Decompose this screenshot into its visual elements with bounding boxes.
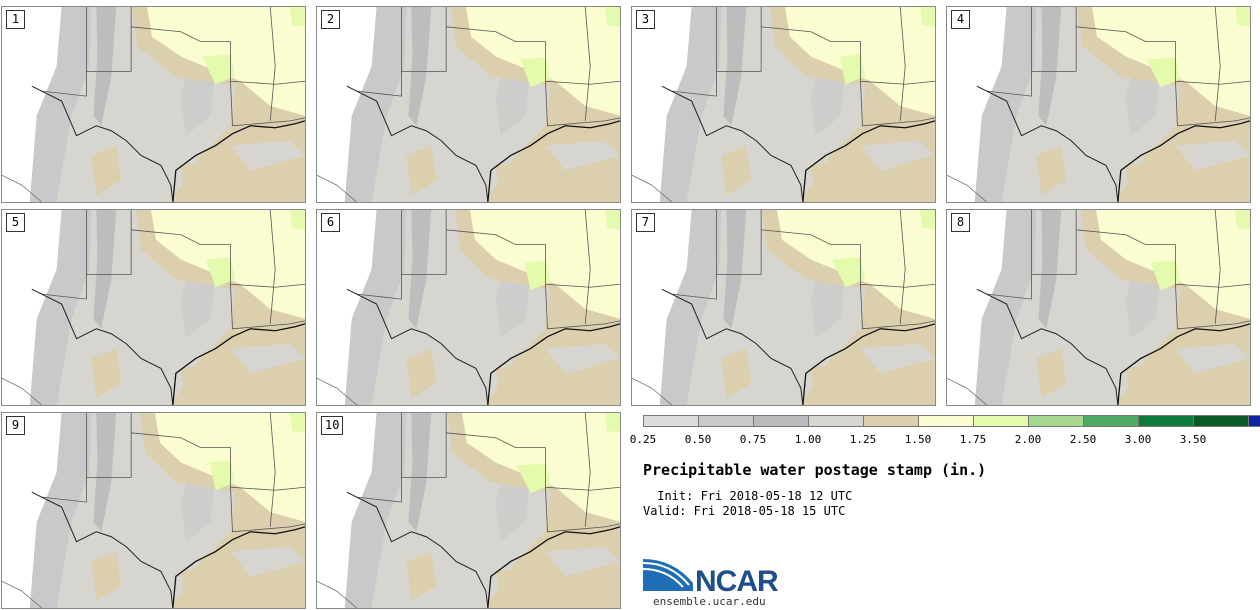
colorbar-bin	[808, 415, 864, 427]
colorbar-bin	[1248, 415, 1260, 427]
colorbar-tick-label: 2.00	[1014, 433, 1042, 446]
ncar-logo-text: NCAR	[695, 565, 779, 598]
colorbar-tick-label: 3.50	[1179, 433, 1207, 446]
postage-stamp-panel: 1	[1, 6, 306, 203]
postage-stamp-panel: 2	[316, 6, 621, 203]
colorbar-tick-label: 1.50	[904, 433, 932, 446]
colorbar-tick-label: 1.25	[849, 433, 877, 446]
member-label: 10	[321, 416, 344, 435]
colorbar-bin	[918, 415, 974, 427]
pw-map-icon	[2, 7, 305, 202]
postage-stamp-panel: 8	[946, 209, 1251, 406]
colorbar-bin	[1083, 415, 1139, 427]
member-label: 6	[321, 213, 340, 232]
member-label: 1	[6, 10, 25, 29]
colorbar-bin	[698, 415, 754, 427]
member-label: 3	[636, 10, 655, 29]
colorbar-bin	[863, 415, 919, 427]
pw-map-icon	[947, 210, 1250, 405]
colorbar-bin	[1138, 415, 1194, 427]
colorbar-bin	[1028, 415, 1084, 427]
postage-stamp-panel: 4	[946, 6, 1251, 203]
postage-stamp-panel: 10	[316, 412, 621, 609]
pw-map-icon	[317, 413, 620, 608]
colorbar-tick-label: 1.75	[959, 433, 987, 446]
valid-time: Valid: Fri 2018-05-18 15 UTC	[643, 504, 846, 518]
website-label: ensemble.ucar.edu	[653, 595, 766, 608]
member-label: 4	[951, 10, 970, 29]
member-label: 9	[6, 416, 25, 435]
pw-map-icon	[947, 7, 1250, 202]
member-label: 2	[321, 10, 340, 29]
pw-map-icon	[2, 210, 305, 405]
colorbar-tick-label: 2.50	[1069, 433, 1097, 446]
member-label: 8	[951, 213, 970, 232]
colorbar-tick-label: 0.50	[684, 433, 712, 446]
colorbar-tick-label: 1.00	[794, 433, 822, 446]
colorbar-bin	[973, 415, 1029, 427]
colorbar-bin	[643, 415, 699, 427]
member-label: 7	[636, 213, 655, 232]
pw-map-icon	[317, 210, 620, 405]
colorbar-tick-label: 3.00	[1124, 433, 1152, 446]
init-time: Init: Fri 2018-05-18 12 UTC	[650, 489, 853, 503]
colorbar-tick-label: 0.75	[739, 433, 767, 446]
postage-stamp-panel: 9	[1, 412, 306, 609]
pw-map-icon	[632, 210, 935, 405]
pw-map-icon	[632, 7, 935, 202]
colorbar-bin	[1193, 415, 1249, 427]
postage-stamp-panel: 6	[316, 209, 621, 406]
ncar-logo-icon	[642, 553, 695, 595]
postage-stamp-panel: 3	[631, 6, 936, 203]
colorbar-bin	[753, 415, 809, 427]
postage-stamp-panel: 7	[631, 209, 936, 406]
member-label: 5	[6, 213, 25, 232]
pw-map-icon	[317, 7, 620, 202]
page-title: Precipitable water postage stamp (in.)	[643, 461, 987, 479]
pw-map-icon	[2, 413, 305, 608]
colorbar-tick-label: 0.25	[629, 433, 657, 446]
postage-stamp-panel: 5	[1, 209, 306, 406]
